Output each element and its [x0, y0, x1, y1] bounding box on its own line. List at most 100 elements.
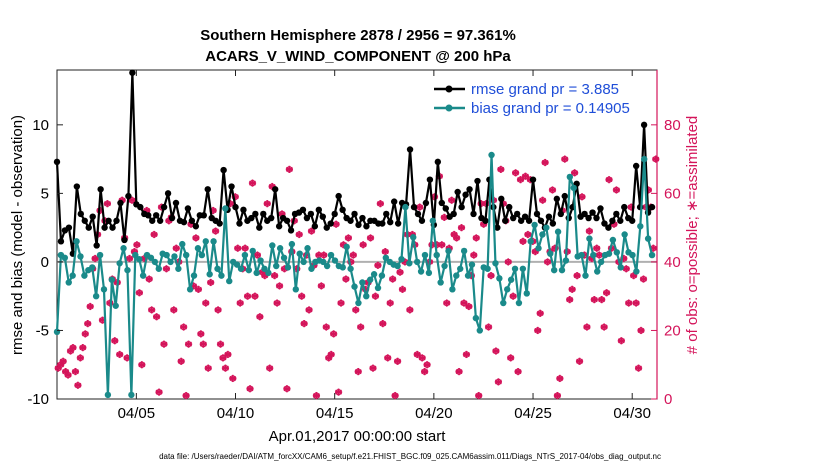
obs-assimilated-point: [541, 158, 549, 167]
rmse-point: [589, 209, 596, 216]
rmse-point: [323, 224, 330, 231]
obs-assimilated-point: [300, 320, 308, 328]
bias-point: [163, 251, 170, 259]
obs-assimilated-point: [135, 289, 143, 297]
obs-assimilated-point: [150, 230, 158, 239]
obs-assimilated-point: [452, 234, 461, 242]
rmse-point: [145, 212, 152, 219]
legend-bias-marker: [445, 104, 453, 112]
rmse-point: [394, 220, 402, 227]
rmse-point: [216, 220, 223, 227]
obs-assimilated-point: [398, 285, 407, 293]
obs-assimilated-point: [241, 244, 249, 252]
bias-point: [547, 250, 554, 257]
obs-assimilated-point: [253, 251, 262, 259]
bias-point: [182, 251, 190, 259]
obs-assimilated-point: [180, 323, 188, 331]
obs-assimilated-point: [590, 296, 598, 304]
obs-assimilated-point: [625, 299, 633, 307]
rmse-point: [129, 69, 136, 76]
bias-point: [65, 279, 72, 286]
obs-assimilated-point: [617, 337, 625, 345]
bias-point: [327, 251, 335, 259]
obs-assimilated-point: [283, 385, 291, 393]
rmse-point: [509, 214, 517, 222]
bias-point: [331, 257, 339, 264]
rmse-point: [156, 217, 164, 224]
obs-assimilated-point: [602, 289, 611, 297]
rmse-point: [410, 203, 418, 211]
bias-point: [355, 299, 362, 307]
obs-assimilated-point: [305, 306, 313, 314]
obs-assimilated-point: [86, 302, 94, 311]
bias-point: [343, 243, 350, 251]
obs-assimilated-point: [568, 285, 576, 293]
bias-point: [453, 272, 460, 279]
obs-assimilated-point: [352, 306, 360, 314]
bias-point: [503, 286, 511, 293]
rmse-point: [494, 224, 501, 231]
rmse-point: [406, 146, 414, 153]
obs-assimilated-point: [571, 169, 579, 177]
rmse-point: [561, 192, 568, 200]
bias-point: [425, 269, 433, 277]
obs-assimilated-point: [103, 200, 112, 208]
obs-assimilated-point: [317, 282, 325, 290]
rmse-point: [220, 166, 227, 174]
bias-point: [222, 205, 229, 212]
obs-assimilated-point: [416, 203, 424, 211]
obs-assimilated-point: [155, 388, 163, 396]
bias-point: [441, 262, 448, 270]
obs-assimilated-point: [600, 323, 608, 331]
y-tick-label-left: -5: [36, 322, 49, 339]
obs-assimilated-point: [374, 261, 382, 269]
obs-assimilated-point: [145, 275, 153, 283]
rmse-point: [303, 214, 311, 222]
bias-point: [464, 272, 472, 279]
rmse-point: [347, 217, 354, 224]
bias-point: [89, 264, 96, 271]
bias-point: [402, 203, 409, 211]
bias-point: [644, 235, 652, 242]
bias-point: [308, 265, 315, 272]
obs-assimilated-point: [465, 302, 473, 311]
bias-point: [515, 299, 523, 307]
bias-point: [543, 224, 550, 231]
rmse-point: [248, 214, 255, 222]
rmse-point: [168, 214, 176, 222]
bias-point: [617, 264, 624, 271]
obs-assimilated-point: [593, 244, 601, 252]
obs-assimilated-point: [548, 186, 557, 194]
obs-assimilated-point: [192, 234, 200, 242]
bias-point: [586, 235, 593, 242]
obs-assimilated-point: [74, 381, 82, 389]
rmse-point: [331, 210, 338, 218]
obs-assimilated-point: [246, 385, 254, 393]
rmse-point: [422, 199, 430, 207]
x-tick-label: 04/20: [415, 405, 453, 422]
bias-point: [155, 265, 162, 272]
bias-point: [613, 249, 621, 256]
rmse-point: [81, 217, 88, 224]
obs-assimilated-point: [251, 292, 259, 300]
bias-point: [73, 238, 80, 245]
obs-assimilated-point: [556, 374, 564, 383]
bias-point: [245, 266, 253, 274]
obs-assimilated-point: [605, 176, 613, 184]
obs-assimilated-point: [457, 224, 466, 232]
obs-assimilated-point: [111, 337, 119, 345]
bias-point: [417, 268, 425, 275]
obs-assimilated-point: [423, 361, 431, 369]
rmse-point: [581, 210, 588, 218]
rmse-point: [482, 217, 489, 224]
rmse-point: [553, 195, 561, 203]
obs-assimilated-point: [273, 299, 281, 307]
bias-point: [554, 228, 562, 235]
bias-point: [147, 254, 155, 262]
rmse-point: [105, 217, 112, 224]
chart-title-line-2: ACARS_V_WIND_COMPONENT @ 200 hPa: [205, 48, 511, 65]
bias-point: [100, 286, 108, 293]
rmse-point: [180, 218, 188, 226]
obs-assimilated-point: [76, 354, 84, 362]
rmse-point: [601, 220, 608, 227]
